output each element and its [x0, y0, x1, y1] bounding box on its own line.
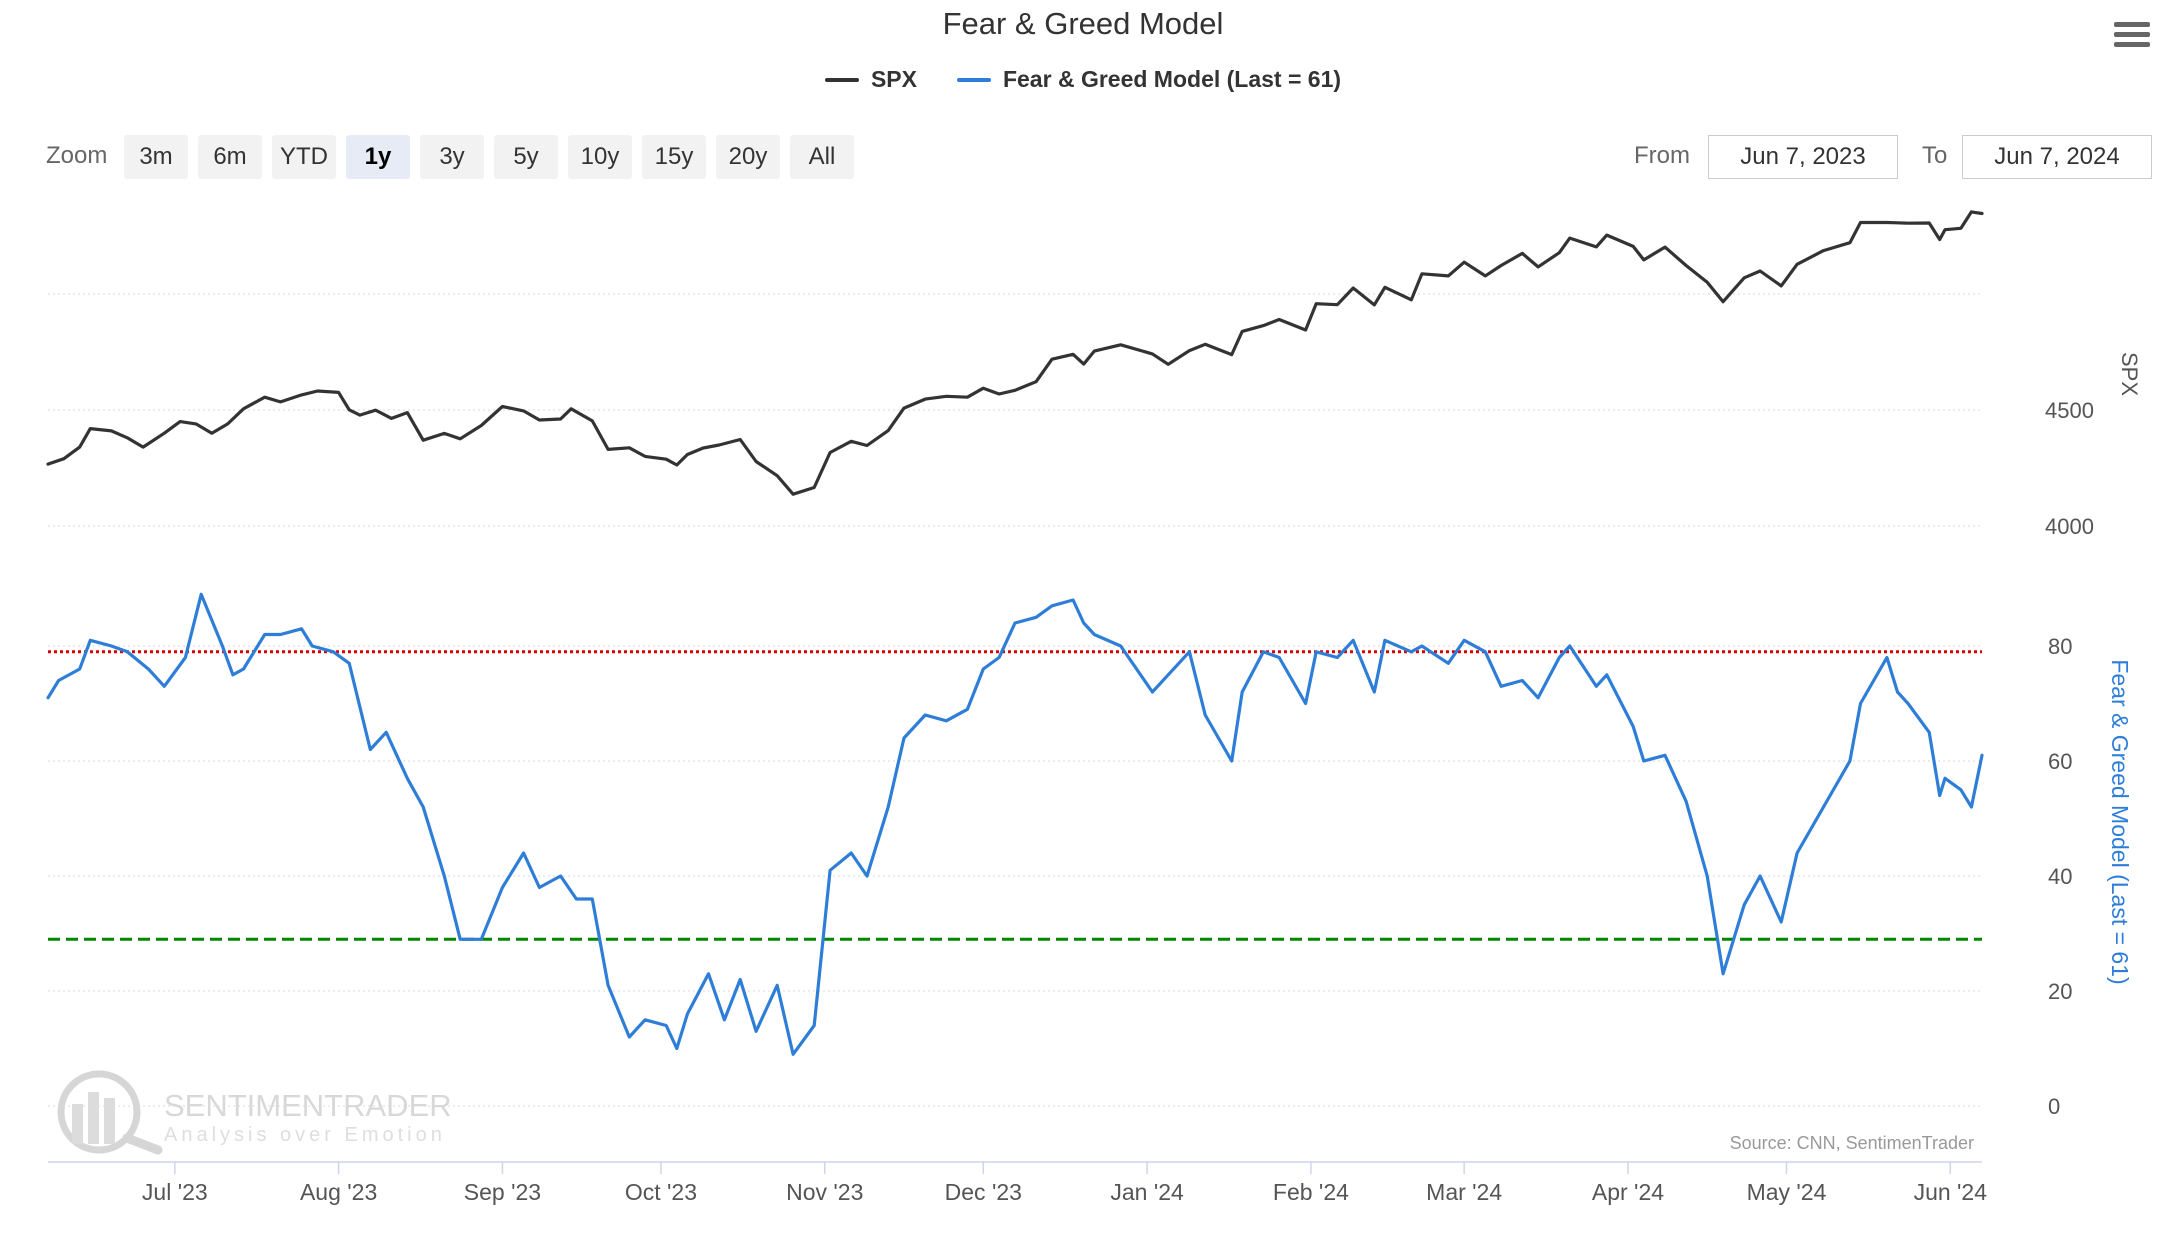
zoom-button-3m[interactable]: 3m	[124, 135, 188, 179]
zoom-button-15y[interactable]: 15y	[642, 135, 706, 179]
spx-tick-label: 4000	[2045, 514, 2094, 539]
watermark-logo-handle	[122, 1133, 163, 1155]
fg-tick-label: 60	[2048, 749, 2072, 774]
x-tick-label: Mar '24	[1426, 1179, 1502, 1205]
from-label: From	[1634, 142, 1690, 169]
chart-title: Fear & Greed Model	[942, 6, 1224, 41]
x-tick-label: Nov '23	[786, 1179, 863, 1205]
zoom-button-3y[interactable]: 3y	[420, 135, 484, 179]
legend: SPX Fear & Greed Model (Last = 61)	[0, 66, 2166, 93]
chart-credits: Source: CNN, SentimenTrader	[1730, 1133, 1974, 1153]
legend-item-fear-greed[interactable]: Fear & Greed Model (Last = 61)	[956, 66, 1342, 93]
watermark-logo-ring	[57, 1070, 141, 1154]
watermark-logo-bar	[104, 1098, 115, 1144]
watermark-tagline: Analysis over Emotion	[164, 1124, 446, 1146]
fg-tick-label: 40	[2048, 864, 2072, 889]
x-tick-label: Aug '23	[300, 1179, 377, 1205]
hamburger-menu-icon[interactable]	[2114, 22, 2150, 54]
x-tick-label: Dec '23	[945, 1179, 1022, 1205]
x-tick-label: May '24	[1747, 1179, 1827, 1205]
x-tick-label: Feb '24	[1273, 1179, 1349, 1205]
watermark-logo-bar	[88, 1092, 99, 1144]
legend-item-spx[interactable]: SPX	[824, 66, 917, 93]
legend-label-fear-greed: Fear & Greed Model (Last = 61)	[1002, 66, 1342, 92]
watermark: SENTIMENTRADER Analysis over Emotion	[57, 1070, 452, 1155]
axis-layer: Jul '23 Aug '23 Sep '23 Oct '23 Nov '23 Dec '…	[48, 352, 2142, 1205]
legend-swatch-spx	[824, 77, 859, 82]
spx-axis-title: SPX	[2117, 352, 2142, 396]
x-tick-label: Sep '23	[464, 1179, 541, 1205]
zoom-button-1y[interactable]: 1y	[346, 135, 410, 179]
fg-axis-title: Fear & Greed Model (Last = 61)	[2107, 659, 2133, 984]
series-layer	[46, 210, 1984, 1056]
to-date-input[interactable]: Jun 7, 2024	[1962, 135, 2152, 179]
zoom-button-all[interactable]: All	[790, 135, 854, 179]
zoom-button-20y[interactable]: 20y	[716, 135, 780, 179]
to-label: To	[1922, 142, 1948, 169]
x-tick-label: Apr '24	[1592, 1179, 1664, 1205]
from-date-input[interactable]: Jun 7, 2023	[1708, 135, 1898, 179]
fg-tick-label: 20	[2048, 979, 2072, 1004]
x-tick-label: Jul '23	[142, 1179, 208, 1205]
legend-swatch-fear-greed	[956, 77, 991, 82]
spx-series-line	[46, 210, 1984, 496]
watermark-logo-bar	[72, 1104, 83, 1144]
x-tick-label: Jun '24	[1914, 1179, 1988, 1205]
zoom-button-5y[interactable]: 5y	[494, 135, 558, 179]
fg-tick-label: 80	[2048, 634, 2072, 659]
x-tick-label: Oct '23	[625, 1179, 697, 1205]
fear-greed-series-line	[46, 592, 1984, 1056]
fg-tick-label: 0	[2048, 1094, 2060, 1119]
x-tick-label: Jan '24	[1110, 1179, 1184, 1205]
watermark-brand: SENTIMENTRADER	[164, 1088, 452, 1123]
zoom-button-ytd[interactable]: YTD	[272, 135, 336, 179]
spx-tick-label: 4500	[2045, 398, 2094, 423]
legend-label-spx: SPX	[870, 66, 917, 92]
zoom-label: Zoom	[46, 142, 108, 169]
zoom-button-6m[interactable]: 6m	[198, 135, 262, 179]
grid-layer	[48, 293, 1982, 1107]
threshold-layer	[48, 650, 1982, 941]
zoom-button-10y[interactable]: 10y	[568, 135, 632, 179]
